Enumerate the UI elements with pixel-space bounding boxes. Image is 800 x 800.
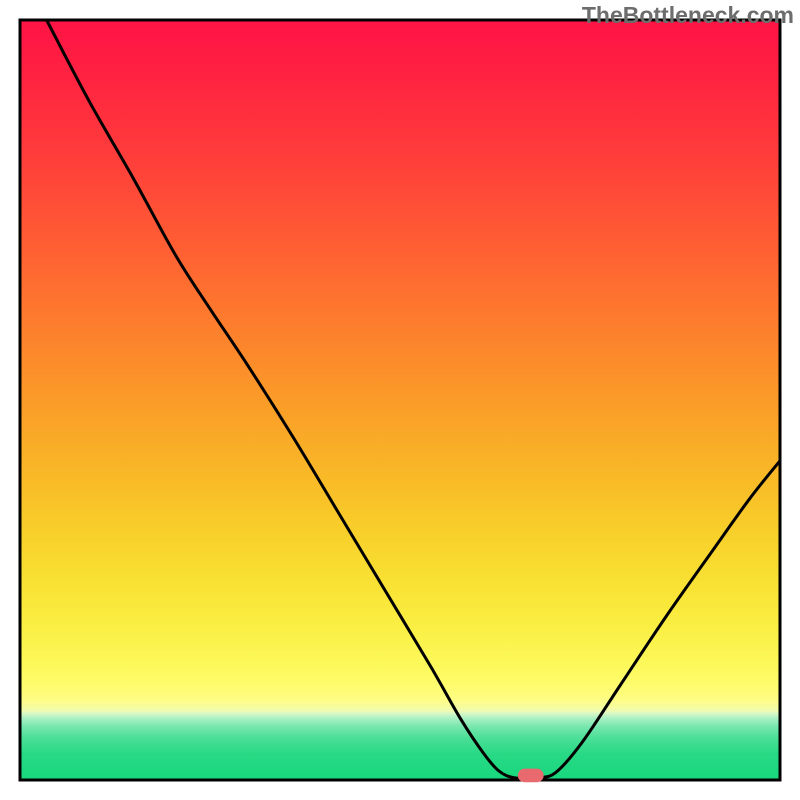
watermark-text: TheBottleneck.com xyxy=(582,2,794,29)
optimal-marker xyxy=(518,769,544,783)
chart-svg xyxy=(0,0,800,800)
gradient-background xyxy=(20,20,780,780)
bottleneck-chart: TheBottleneck.com xyxy=(0,0,800,800)
